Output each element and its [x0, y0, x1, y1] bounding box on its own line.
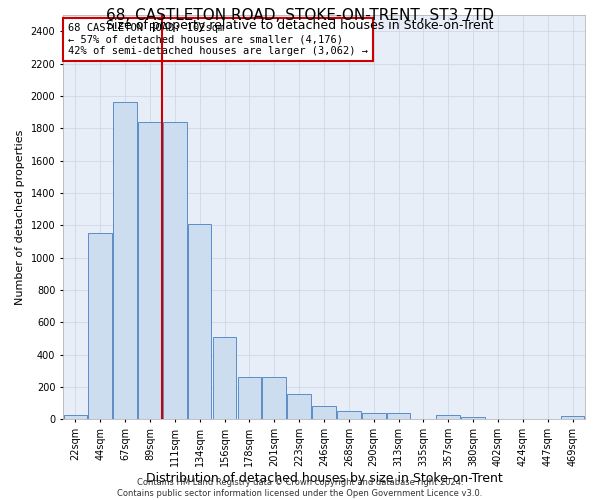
Y-axis label: Number of detached properties: Number of detached properties [15, 130, 25, 305]
Bar [287, 394, 311, 419]
Bar [436, 416, 460, 420]
Bar [362, 413, 386, 420]
Bar [312, 406, 336, 420]
Bar [262, 376, 286, 420]
Bar [88, 234, 112, 420]
Bar [163, 122, 187, 420]
Bar [64, 416, 87, 420]
Bar [387, 413, 410, 420]
Bar [138, 122, 162, 420]
Bar [238, 376, 261, 420]
Text: Contains HM Land Registry data © Crown copyright and database right 2024.
Contai: Contains HM Land Registry data © Crown c… [118, 478, 482, 498]
Bar [561, 416, 584, 420]
Bar [188, 224, 211, 420]
Bar [213, 337, 236, 419]
Text: 68 CASTLETON ROAD: 102sqm
← 57% of detached houses are smaller (4,176)
42% of se: 68 CASTLETON ROAD: 102sqm ← 57% of detac… [68, 23, 368, 56]
X-axis label: Distribution of detached houses by size in Stoke-on-Trent: Distribution of detached houses by size … [146, 472, 502, 485]
Text: 68, CASTLETON ROAD, STOKE-ON-TRENT, ST3 7TD: 68, CASTLETON ROAD, STOKE-ON-TRENT, ST3 … [106, 8, 494, 22]
Bar [461, 417, 485, 420]
Text: Size of property relative to detached houses in Stoke-on-Trent: Size of property relative to detached ho… [106, 19, 494, 32]
Bar [113, 102, 137, 420]
Bar [337, 412, 361, 420]
